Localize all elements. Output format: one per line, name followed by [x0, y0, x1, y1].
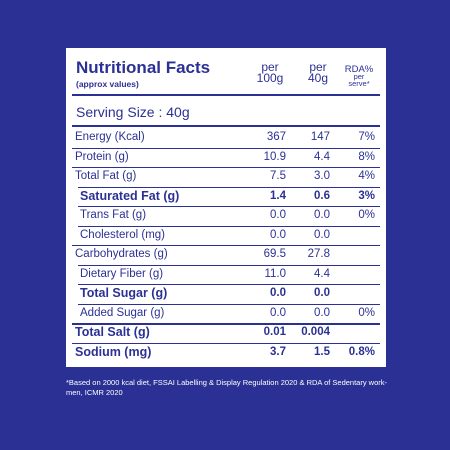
row-divider [78, 284, 380, 285]
value-rda: 4% [358, 170, 375, 182]
title: Nutritional Facts [76, 58, 211, 77]
row-divider [78, 206, 380, 207]
row-divider [72, 323, 380, 325]
value-rda: 0.8% [348, 345, 375, 358]
row-divider [78, 264, 380, 266]
row-label: Energy (Kcal) [75, 131, 145, 143]
value-per-100g: 7.5 [270, 170, 286, 182]
value-per-100g: 1.4 [270, 189, 286, 202]
row-label: Protein (g) [75, 150, 129, 163]
value-rda: 7% [358, 131, 375, 143]
value-per-100g: 10.9 [263, 150, 286, 163]
column-header: RDA% [344, 64, 374, 75]
value-per-40g: 4.4 [314, 150, 330, 163]
serving-size: Serving Size : 40g [76, 104, 190, 120]
value-rda: 8% [358, 150, 375, 163]
value-per-100g: 11.0 [264, 267, 286, 280]
row-label: Dietary Fiber (g) [80, 267, 164, 280]
divider [72, 94, 380, 96]
value-per-40g: 3.0 [314, 170, 330, 182]
row-divider [72, 245, 380, 246]
value-per-40g: 0.0 [314, 209, 330, 221]
row-label: Carbohydrates (g) [75, 248, 168, 260]
row-divider [78, 186, 380, 188]
value-per-100g: 69.5 [263, 248, 286, 260]
value-per-40g: 0.004 [301, 326, 330, 338]
column-header: serve* [348, 79, 370, 88]
value-per-100g: 3.7 [270, 345, 286, 358]
value-per-40g: 147 [310, 131, 330, 143]
value-per-40g: 0.0 [314, 228, 330, 241]
row-label: Saturated Fat (g) [80, 188, 180, 203]
row-divider [78, 303, 380, 305]
value-per-40g: 1.5 [314, 345, 330, 358]
nutrition-card: Nutritional Facts (approx values) Servin… [66, 48, 386, 367]
row-label: Cholesterol (mg) [80, 228, 165, 241]
value-rda: 0% [358, 306, 375, 319]
subtitle: (approx values) [76, 79, 139, 89]
row-divider [72, 147, 380, 149]
column-header: 40g [307, 71, 329, 85]
column-header: per [309, 60, 327, 74]
row-divider [72, 342, 380, 344]
divider [72, 125, 380, 127]
value-per-100g: 367 [266, 131, 286, 143]
value-per-40g: 0.0 [314, 287, 330, 299]
value-per-100g: 0.0 [270, 287, 286, 299]
value-rda: 0% [358, 209, 375, 221]
row-label: Total Sugar (g) [80, 286, 168, 300]
row-label: Total Fat (g) [75, 170, 137, 182]
column-header: 100g [256, 71, 284, 85]
row-label: Sodium (mg) [75, 344, 152, 359]
column-header: per [353, 72, 365, 81]
value-per-40g: 4.4 [314, 267, 330, 280]
value-per-40g: 27.8 [307, 248, 330, 260]
value-per-100g: 0.0 [270, 228, 286, 241]
row-label: Added Sugar (g) [80, 306, 165, 319]
row-label: Total Salt (g) [75, 325, 150, 339]
value-rda: 3% [358, 189, 375, 202]
value-per-100g: 0.01 [263, 326, 286, 338]
value-per-100g: 0.0 [270, 306, 286, 319]
value-per-40g: 0.6 [314, 189, 330, 202]
row-divider [72, 167, 380, 168]
value-per-40g: 0.0 [314, 306, 330, 319]
column-header: per [261, 60, 279, 74]
row-divider [78, 225, 380, 227]
footnote: *Based on 2000 kcal diet, FSSAI Labellin… [66, 378, 388, 397]
value-per-100g: 0.0 [270, 209, 286, 221]
row-label: Trans Fat (g) [80, 209, 147, 221]
